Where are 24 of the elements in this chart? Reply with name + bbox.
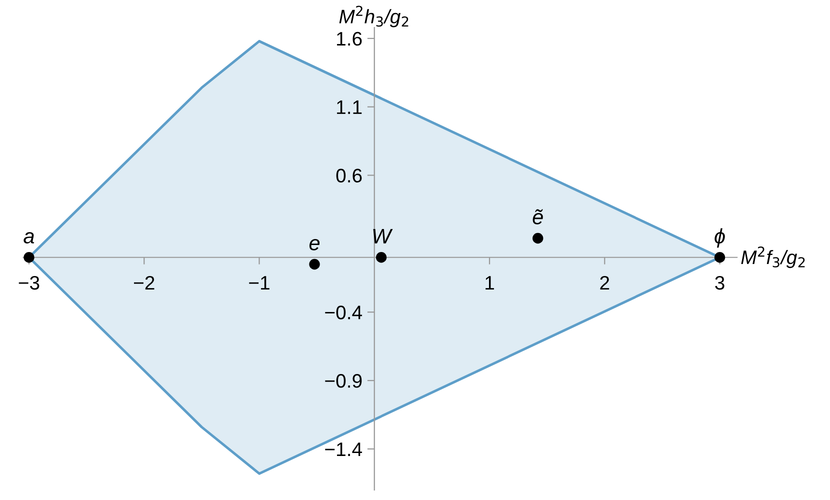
annotation: a (24, 232, 34, 244)
x-tick-label: 2 (600, 276, 610, 290)
x-tick-label: 1 (486, 276, 494, 290)
y-tick-label: 1.1 (337, 100, 362, 114)
point (714, 252, 726, 263)
y-tick-label: −1.4 (325, 442, 362, 456)
point (532, 232, 544, 244)
annotation: ϕ (714, 228, 725, 248)
y-tick-label: −0.4 (325, 306, 362, 320)
point (376, 252, 387, 263)
point (24, 252, 34, 263)
annotation: ẽ (532, 209, 543, 224)
x-axis-title: M$^{2}$f$_{3}$/g$_{2}$ (741, 246, 805, 268)
y-tick-label: 1.6 (337, 32, 362, 46)
point (309, 258, 320, 270)
annotation: e (309, 238, 320, 250)
y-axis-title: M$^{2}$h$_{3}$/g$_{2}$ (339, 6, 408, 28)
annotation: W (373, 229, 393, 244)
y-tick-label: −0.9 (325, 374, 362, 388)
y-tick-label: 0.6 (336, 168, 362, 183)
x-tick-label: 3 (715, 276, 724, 290)
x-tick-label: −1 (249, 276, 270, 290)
x-tick-label: −3 (18, 276, 40, 290)
x-tick-label: −2 (134, 276, 154, 290)
